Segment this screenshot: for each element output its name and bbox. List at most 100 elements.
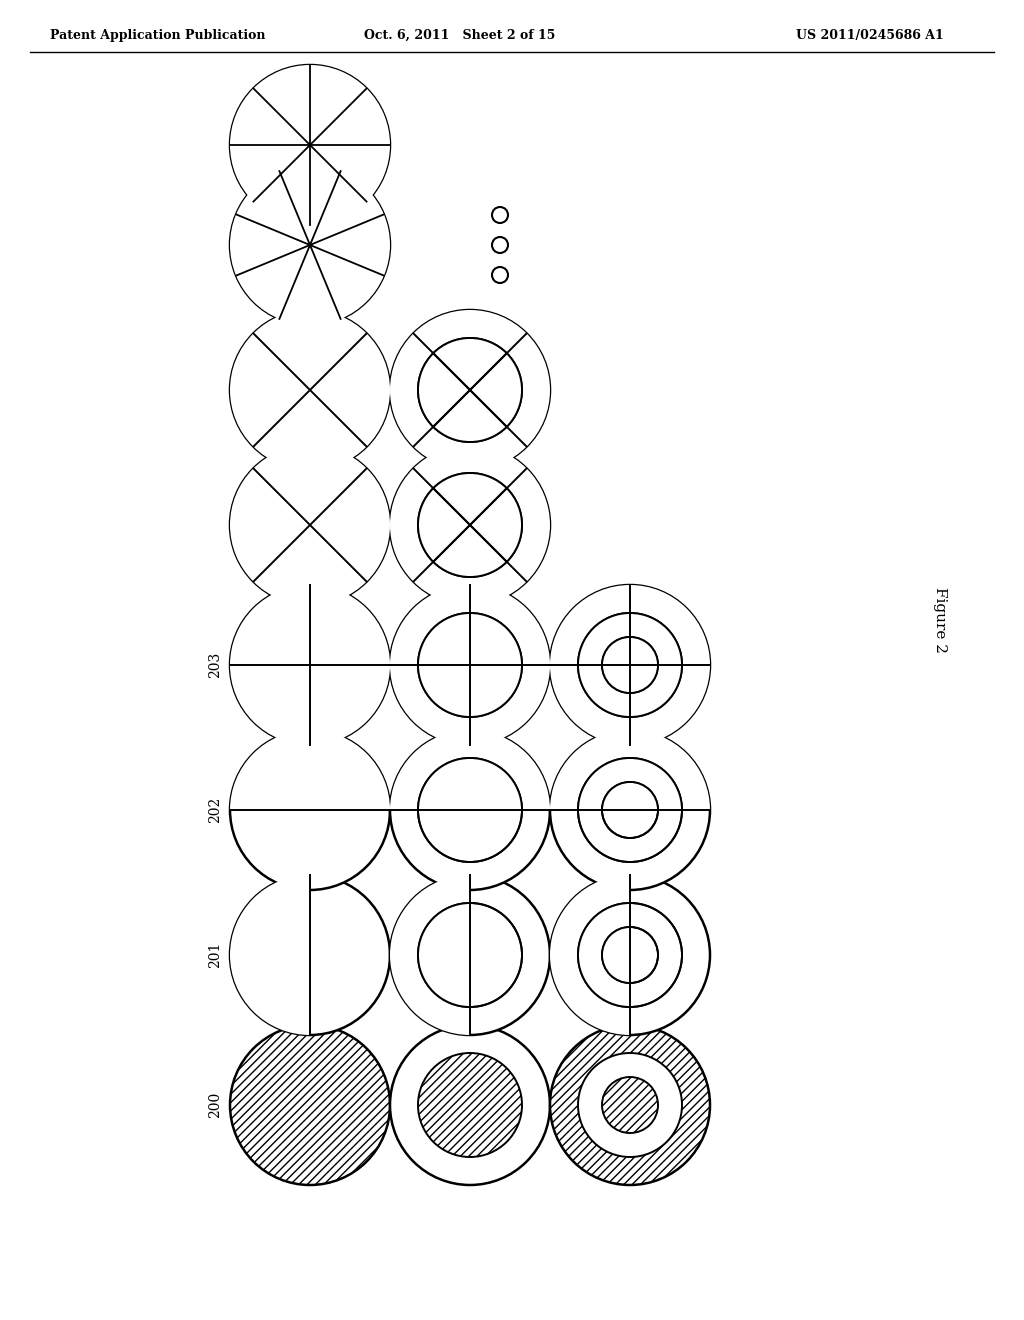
Wedge shape <box>390 525 470 605</box>
Wedge shape <box>630 665 658 693</box>
Circle shape <box>418 903 522 1007</box>
Wedge shape <box>578 665 630 717</box>
Wedge shape <box>310 246 384 319</box>
Wedge shape <box>310 145 390 202</box>
Wedge shape <box>310 525 390 605</box>
Circle shape <box>550 1026 710 1185</box>
Wedge shape <box>280 165 341 246</box>
Wedge shape <box>230 88 310 145</box>
Wedge shape <box>310 172 384 246</box>
Circle shape <box>602 927 658 983</box>
Circle shape <box>230 1026 390 1185</box>
Wedge shape <box>253 389 367 470</box>
Wedge shape <box>433 338 507 389</box>
Wedge shape <box>230 214 310 276</box>
Wedge shape <box>310 145 367 224</box>
Circle shape <box>578 903 682 1007</box>
Circle shape <box>578 612 682 717</box>
Wedge shape <box>418 354 470 426</box>
Wedge shape <box>237 246 310 319</box>
Wedge shape <box>230 730 390 810</box>
Wedge shape <box>550 665 630 744</box>
Wedge shape <box>414 389 526 470</box>
Wedge shape <box>418 525 470 577</box>
Wedge shape <box>230 875 310 1035</box>
Text: US 2011/0245686 A1: US 2011/0245686 A1 <box>796 29 944 41</box>
Circle shape <box>390 585 550 744</box>
Wedge shape <box>280 246 341 325</box>
Text: Figure 2: Figure 2 <box>933 587 947 653</box>
Wedge shape <box>230 525 310 605</box>
Wedge shape <box>470 334 550 446</box>
Circle shape <box>390 310 550 470</box>
Wedge shape <box>310 585 390 665</box>
Circle shape <box>230 585 390 744</box>
Wedge shape <box>470 354 522 426</box>
Wedge shape <box>390 445 470 525</box>
Circle shape <box>418 473 522 577</box>
Wedge shape <box>550 875 630 1035</box>
Wedge shape <box>470 665 522 717</box>
Wedge shape <box>418 758 522 810</box>
Wedge shape <box>310 88 390 145</box>
Circle shape <box>578 1053 682 1158</box>
Circle shape <box>230 65 390 224</box>
Circle shape <box>230 445 390 605</box>
Wedge shape <box>414 310 526 389</box>
Wedge shape <box>602 665 630 693</box>
Wedge shape <box>390 875 470 1035</box>
Wedge shape <box>418 903 470 1007</box>
Wedge shape <box>310 665 390 744</box>
Circle shape <box>230 165 390 325</box>
Text: Patent Application Publication: Patent Application Publication <box>50 29 265 41</box>
Wedge shape <box>253 65 310 145</box>
Circle shape <box>602 638 658 693</box>
Wedge shape <box>390 334 470 446</box>
Text: 203: 203 <box>208 652 222 678</box>
Wedge shape <box>230 665 310 744</box>
Wedge shape <box>630 612 682 665</box>
Circle shape <box>390 445 550 605</box>
Wedge shape <box>418 665 470 717</box>
Wedge shape <box>602 781 658 810</box>
Wedge shape <box>602 927 630 983</box>
Wedge shape <box>578 758 682 810</box>
Wedge shape <box>253 310 367 389</box>
Circle shape <box>418 1053 522 1158</box>
Circle shape <box>550 875 710 1035</box>
Wedge shape <box>630 585 710 665</box>
Wedge shape <box>578 903 630 1007</box>
Wedge shape <box>230 334 310 446</box>
Wedge shape <box>253 145 310 224</box>
Wedge shape <box>470 612 522 665</box>
Wedge shape <box>418 473 470 525</box>
Wedge shape <box>470 445 550 525</box>
Wedge shape <box>418 612 470 665</box>
Wedge shape <box>310 214 390 276</box>
Wedge shape <box>550 730 710 810</box>
Wedge shape <box>550 585 630 665</box>
Wedge shape <box>390 665 470 744</box>
Wedge shape <box>433 389 507 442</box>
Text: 202: 202 <box>208 797 222 824</box>
Wedge shape <box>310 334 390 446</box>
Wedge shape <box>630 665 710 744</box>
Text: Oct. 6, 2011   Sheet 2 of 15: Oct. 6, 2011 Sheet 2 of 15 <box>365 29 556 41</box>
Wedge shape <box>470 473 522 525</box>
Wedge shape <box>470 525 522 577</box>
Wedge shape <box>230 585 310 665</box>
Circle shape <box>418 338 522 442</box>
Wedge shape <box>237 172 310 246</box>
Wedge shape <box>602 638 630 665</box>
Wedge shape <box>630 665 682 717</box>
Circle shape <box>230 730 390 890</box>
Wedge shape <box>390 730 550 810</box>
Circle shape <box>550 585 710 744</box>
Circle shape <box>418 612 522 717</box>
Circle shape <box>550 730 710 890</box>
Circle shape <box>602 1077 658 1133</box>
Circle shape <box>418 758 522 862</box>
Circle shape <box>390 875 550 1035</box>
Wedge shape <box>470 585 550 665</box>
Circle shape <box>390 730 550 890</box>
